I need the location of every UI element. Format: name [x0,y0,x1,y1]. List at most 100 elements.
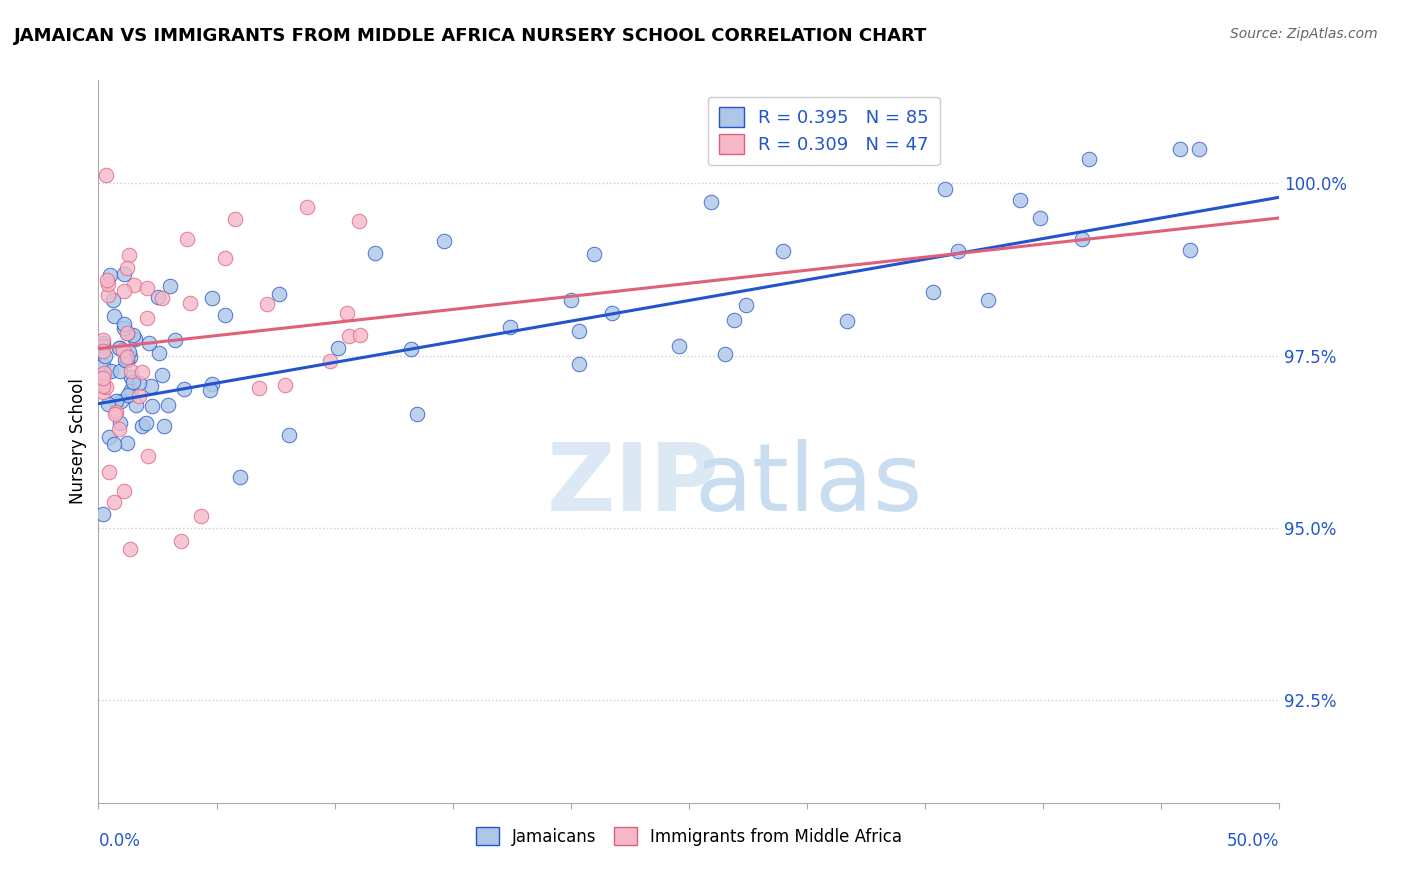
Point [1029,211,1052,226]
Point [100,364,122,378]
Point [148,289,170,303]
Point [96,168,118,182]
Point [173,382,195,396]
Point [256,297,278,311]
Point [560,293,582,308]
Point [91,371,114,385]
Point [201,292,224,306]
Point [117,353,139,368]
Point [115,350,138,364]
Point [772,244,794,259]
Point [105,405,128,419]
Point [170,533,193,548]
Point [401,342,423,356]
Point [224,212,246,227]
Point [120,364,142,378]
Point [1168,142,1191,156]
Point [114,352,136,367]
Point [156,398,179,412]
Point [103,437,125,451]
Point [700,195,723,210]
Point [138,335,160,350]
Point [946,244,969,258]
Point [135,281,157,295]
Point [165,334,187,348]
Point [295,200,318,214]
Point [148,346,170,360]
Point [201,377,224,392]
Point [1078,152,1101,166]
Point [91,385,114,400]
Point [347,214,370,228]
Point [934,182,956,196]
Point [124,332,146,346]
Point [363,246,385,260]
Point [98,430,121,444]
Text: 0.0%: 0.0% [98,831,141,850]
Text: JAMAICAN VS IMMIGRANTS FROM MIDDLE AFRICA NURSERY SCHOOL CORRELATION CHART: JAMAICAN VS IMMIGRANTS FROM MIDDLE AFRIC… [14,27,928,45]
Point [120,384,142,398]
Y-axis label: Nursery School: Nursery School [69,378,87,505]
Point [131,366,153,380]
Point [105,393,128,408]
Point [128,376,150,391]
Point [104,408,127,422]
Point [112,343,135,357]
Point [159,278,181,293]
Point [318,354,340,368]
Point [141,399,163,413]
Point [115,436,138,450]
Point [97,277,120,291]
Point [91,339,114,353]
Point [735,298,758,312]
Point [108,422,131,436]
Point [110,417,132,431]
Point [135,417,157,431]
Point [179,295,201,310]
Point [977,293,1000,308]
Point [125,398,148,412]
Point [91,343,114,358]
Point [93,366,115,380]
Point [214,251,236,265]
Point [600,306,623,320]
Point [120,350,142,364]
Point [112,483,135,498]
Point [1188,142,1211,156]
Point [98,268,121,283]
Point [122,375,145,389]
Point [723,312,745,326]
Point [108,364,131,378]
Point [568,324,591,338]
Point [96,273,118,287]
Point [112,320,135,334]
Point [273,378,295,392]
Point [190,508,212,523]
Point [115,326,138,341]
Point [229,470,252,484]
Point [103,495,125,509]
Text: Source: ZipAtlas.com: Source: ZipAtlas.com [1230,27,1378,41]
Point [117,388,139,402]
Point [118,541,141,556]
Point [108,341,131,355]
Point [150,368,173,383]
Point [97,465,120,479]
Point [94,349,117,363]
Point [139,379,162,393]
Legend: Jamaicans, Immigrants from Middle Africa: Jamaicans, Immigrants from Middle Africa [470,821,908,852]
Point [91,508,114,522]
Point [91,333,114,347]
Point [267,286,290,301]
Point [115,326,138,340]
Point [91,379,114,393]
Point [103,293,125,307]
Point [1178,243,1201,257]
Point [112,284,135,298]
Point [405,407,427,421]
Point [153,419,176,434]
Point [336,306,359,320]
Point [112,267,135,281]
Text: ZIP: ZIP [547,439,720,531]
Point [97,397,120,411]
